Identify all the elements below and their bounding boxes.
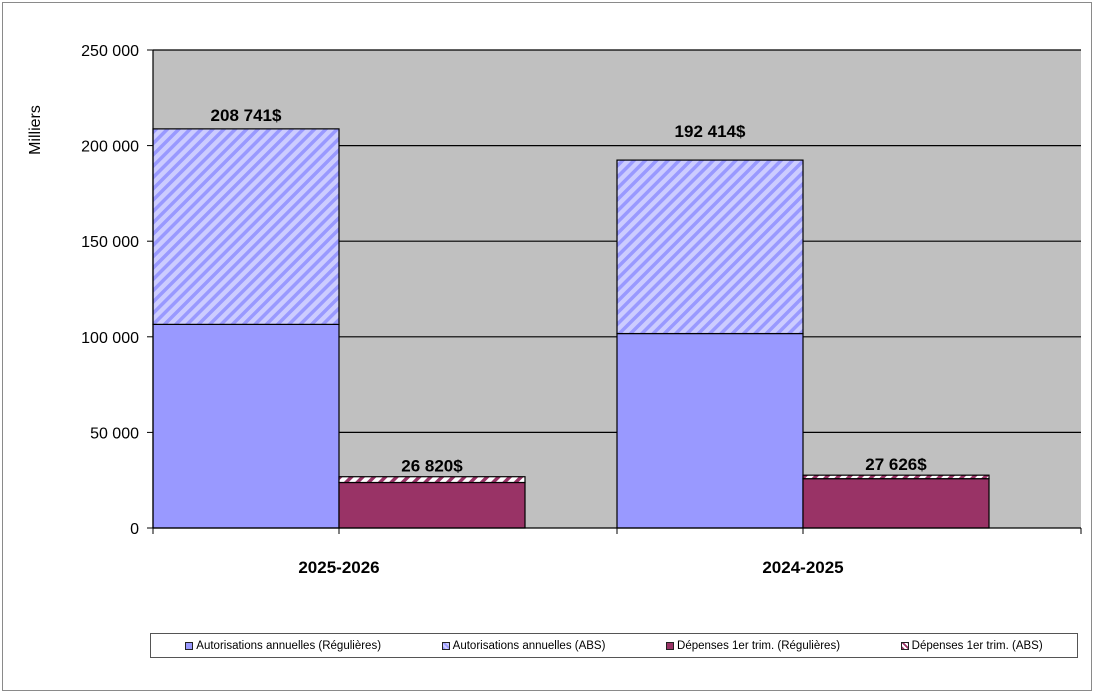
y-axis-title: Milliers bbox=[27, 105, 44, 155]
bar-segment bbox=[152, 128, 340, 325]
legend-item: Dépenses 1er trim. (Régulières) bbox=[666, 640, 840, 652]
bar-segment bbox=[802, 474, 990, 480]
legend-label: Dépenses 1er trim. (Régulières) bbox=[677, 639, 841, 652]
y-tick-label: 250 000 bbox=[81, 43, 139, 60]
bar-segment bbox=[338, 476, 526, 484]
data-label: 26 820$ bbox=[401, 457, 463, 476]
legend-swatch bbox=[441, 641, 450, 650]
axes: 0 50 000 100 000 150 000 200 000 250 000 bbox=[81, 43, 1082, 538]
data-label: 208 741$ bbox=[211, 106, 282, 125]
bars bbox=[152, 128, 990, 529]
x-tick-label: 2024-2025 bbox=[762, 558, 843, 577]
data-label: 192 414$ bbox=[675, 122, 746, 141]
bar-segment bbox=[616, 159, 804, 335]
legend-item: Autorisations annuelles (ABS) bbox=[441, 639, 606, 652]
legend: Autorisations annuelles (Régulières) Aut… bbox=[150, 633, 1078, 658]
data-label: 27 626$ bbox=[865, 455, 927, 474]
legend-item: Autorisations annuelles (Régulières) bbox=[185, 640, 381, 652]
legend-label: Dépenses 1er trim. (ABS) bbox=[911, 639, 1043, 652]
legend-swatch bbox=[666, 641, 675, 650]
bar-segment bbox=[338, 481, 526, 529]
y-tick-label: 0 bbox=[130, 521, 139, 538]
y-tick-label: 200 000 bbox=[81, 139, 139, 156]
bar-segment bbox=[152, 323, 340, 529]
labels: Milliers 208 741$ 26 820$ 2025-2026 192 414$… bbox=[27, 105, 927, 577]
legend-label: Autorisations annuelles (Régulières) bbox=[196, 639, 382, 652]
x-tick-label: 2025-2026 bbox=[298, 558, 379, 577]
legend-label: Autorisations annuelles (ABS) bbox=[452, 639, 606, 652]
legend-swatch bbox=[900, 641, 909, 650]
y-tick-label: 150 000 bbox=[81, 234, 139, 251]
legend-item: Dépenses 1er trim. (ABS) bbox=[900, 639, 1043, 652]
bar-segment bbox=[616, 332, 804, 529]
bar-segment bbox=[802, 478, 990, 529]
y-tick-label: 100 000 bbox=[81, 330, 139, 347]
legend-swatch bbox=[185, 641, 194, 650]
y-tick-label: 50 000 bbox=[90, 425, 139, 442]
